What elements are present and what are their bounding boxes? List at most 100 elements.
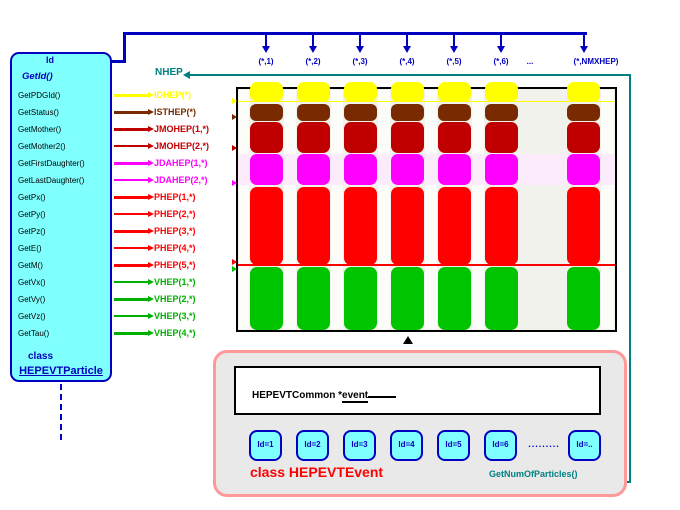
method-arrow-line — [114, 93, 149, 97]
method-arrow-head-icon — [148, 329, 154, 336]
grid-cell — [391, 154, 424, 185]
grid-gap — [472, 90, 484, 329]
grid-cell — [567, 267, 600, 330]
particle-id-box: Id=4 — [390, 430, 423, 461]
column-arrow-head-icon — [309, 46, 317, 53]
event-class-label: class HEPEVTEvent — [250, 464, 384, 480]
method-arrow-head-icon — [148, 312, 154, 319]
particle-id-box: Id=2 — [296, 430, 329, 461]
grid-cell — [438, 267, 471, 330]
method-label: GetMother() — [18, 125, 62, 134]
array-label: VHEP(1,*) — [154, 277, 196, 287]
grid-cell — [485, 154, 518, 185]
grid-cell — [344, 82, 377, 102]
grid-cell — [250, 267, 283, 330]
method-arrow-head-icon — [148, 125, 154, 132]
column-arrow-line — [406, 35, 408, 47]
method-label: GetVy() — [18, 295, 46, 304]
column-arrow-line — [312, 35, 314, 47]
row-arrow-head-icon — [232, 259, 237, 265]
grid-cell — [391, 267, 424, 330]
grid-cell — [567, 187, 600, 265]
column-arrow-line — [583, 35, 585, 47]
column-arrow-line — [359, 35, 361, 47]
id-connector-top-line — [123, 32, 587, 35]
method-label: GetPDGId() — [18, 91, 61, 100]
method-arrow-line — [114, 179, 149, 181]
method-arrow-head-icon — [148, 295, 154, 302]
grid-cell — [438, 122, 471, 153]
method-arrow-head-icon — [148, 227, 154, 234]
method-arrow-head-icon — [148, 244, 154, 251]
row-arrow-head-icon — [232, 145, 237, 151]
method-arrow-head-icon — [148, 142, 154, 149]
column-arrow-line — [453, 35, 455, 47]
class-keyword-label: class — [28, 351, 54, 362]
method-label: GetM() — [18, 261, 43, 270]
particle-id-box: Id=.. — [568, 430, 601, 461]
grid-cell — [438, 82, 471, 102]
idhep-row-line — [238, 101, 615, 102]
grid-cell — [344, 104, 377, 121]
particle-id-box: Id=5 — [437, 430, 470, 461]
get-num-of-particles-label: GetNumOfParticles() — [489, 469, 578, 479]
grid-cell — [485, 187, 518, 265]
grid-gap — [239, 90, 249, 329]
grid-cell — [297, 187, 330, 265]
method-arrow-line — [114, 161, 149, 165]
grid-gap — [601, 90, 614, 329]
column-arrow-head-icon — [580, 46, 588, 53]
method-arrow-head-icon — [148, 159, 154, 166]
method-label: GetPz() — [18, 227, 46, 236]
method-label: GetLastDaughter() — [18, 176, 85, 185]
particle-id-box: Id=1 — [249, 430, 282, 461]
method-arrow-line — [114, 263, 149, 267]
method-arrow-line — [114, 297, 149, 301]
column-header: (*,3) — [352, 57, 368, 66]
column-arrow-head-icon — [497, 46, 505, 53]
array-label: PHEP(2,*) — [154, 209, 196, 219]
column-header-ellipsis: ... — [526, 57, 534, 66]
method-label: GetFirstDaughter() — [18, 159, 85, 168]
grid-cell — [391, 122, 424, 153]
array-label: ISTHEP(*) — [154, 107, 197, 117]
nhep-connector-top — [190, 74, 631, 76]
grid-cell — [297, 104, 330, 121]
grid-cell — [438, 104, 471, 121]
array-label: PHEP(4,*) — [154, 243, 196, 253]
method-arrow-head-icon — [148, 261, 154, 268]
common-block-box — [234, 366, 601, 415]
grid-cell — [438, 187, 471, 265]
particle-id-box: Id=6 — [484, 430, 517, 461]
particle-class-name-label: HEPEVTParticle — [19, 365, 103, 377]
column-header: (*,6) — [493, 57, 509, 66]
method-arrow-line — [114, 247, 149, 249]
method-label: GetStatus() — [18, 108, 59, 117]
array-label: PHEP(5,*) — [154, 260, 196, 270]
jdahep-band — [238, 154, 615, 185]
grid-cell — [344, 122, 377, 153]
array-label: JMOHEP(1,*) — [154, 124, 210, 134]
array-label: JDAHEP(1,*) — [154, 158, 208, 168]
grid-cell — [485, 104, 518, 121]
grid-cell — [250, 82, 283, 102]
nhep-connector-right — [629, 74, 631, 483]
grid-gap — [331, 90, 343, 329]
id-method-label: Id — [46, 55, 54, 65]
array-label: JDAHEP(2,*) — [154, 175, 208, 185]
method-label: GetVz() — [18, 312, 46, 321]
grid-cell — [297, 122, 330, 153]
column-arrow-line — [500, 35, 502, 47]
id-connector-riser — [123, 32, 126, 63]
grid-cell — [391, 187, 424, 265]
row-arrow-head-icon — [232, 98, 237, 104]
method-arrow-line — [114, 127, 149, 131]
method-label: GetE() — [18, 244, 42, 253]
hepevt-particle-box — [10, 52, 112, 382]
particle-box-dashed-line — [60, 384, 62, 440]
grid-cell — [297, 154, 330, 185]
grid-cell — [344, 187, 377, 265]
grid-cell — [567, 104, 600, 121]
array-label: VHEP(3,*) — [154, 311, 196, 321]
